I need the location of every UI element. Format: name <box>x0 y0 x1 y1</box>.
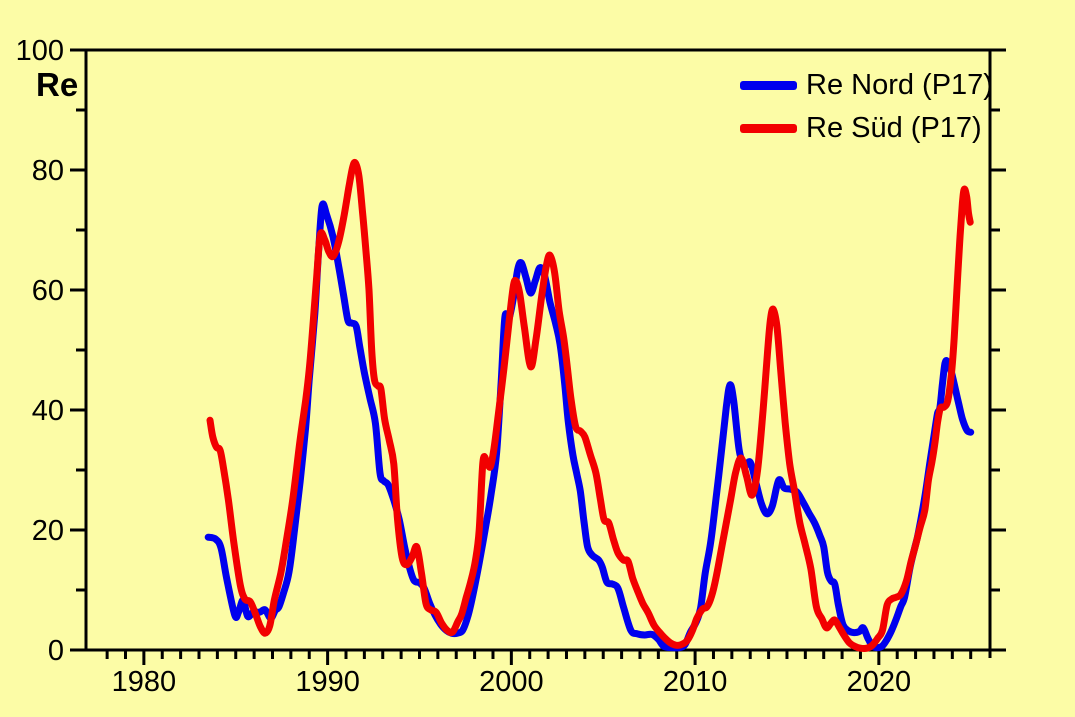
legend-label-sued: Re Süd (P17) <box>806 112 982 144</box>
y-tick-label: 0 <box>48 635 64 667</box>
y-tick-label: 40 <box>32 395 64 427</box>
nord-line-swatch <box>740 80 797 90</box>
x-tick-label: 2020 <box>847 666 912 698</box>
y-tick-label: 60 <box>32 275 64 307</box>
y-tick-label: 80 <box>32 155 64 187</box>
y-axis-label: Re <box>36 66 79 103</box>
y-tick-label: 20 <box>32 515 64 547</box>
sued-line-swatch <box>740 123 797 133</box>
x-tick-label: 2000 <box>479 666 544 698</box>
y-tick-label: 100 <box>16 35 64 67</box>
legend-item-sued: Re Süd (P17) <box>740 113 993 143</box>
legend-label-nord: Re Nord (P17) <box>806 69 993 101</box>
x-tick-label: 2010 <box>663 666 728 698</box>
x-tick-label: 1990 <box>295 666 360 698</box>
nord-series-line <box>204 200 975 652</box>
sued-series-line <box>206 158 974 652</box>
legend: Re Nord (P17) Re Süd (P17) <box>740 70 993 143</box>
legend-item-nord: Re Nord (P17) <box>740 70 993 100</box>
x-tick-label: 1980 <box>112 666 177 698</box>
